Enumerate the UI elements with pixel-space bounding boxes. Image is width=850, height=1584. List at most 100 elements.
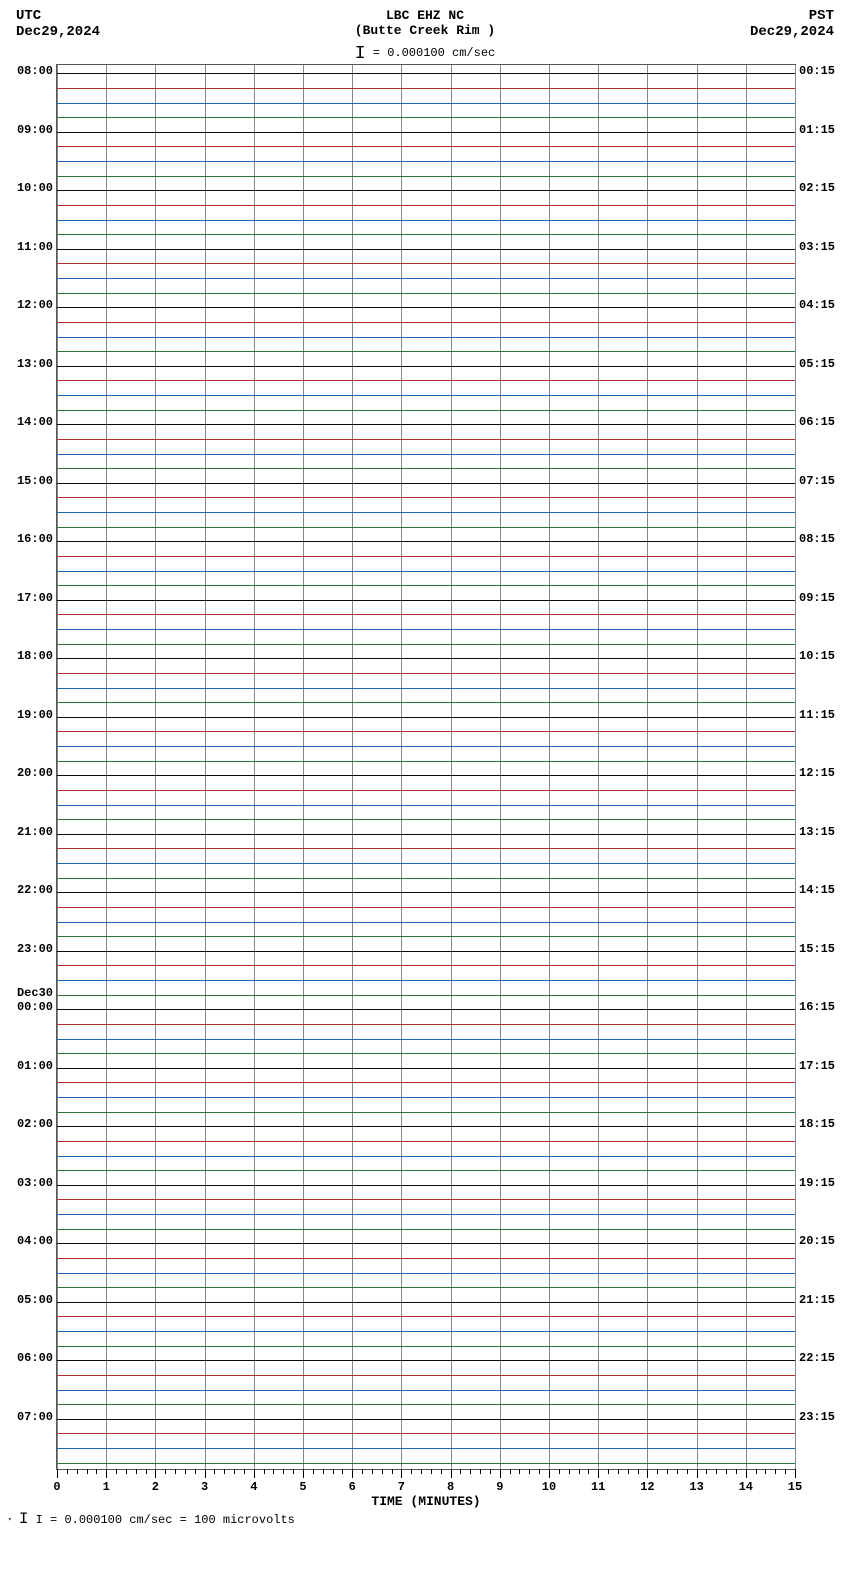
x-tick-minor — [579, 1469, 580, 1474]
utc-time-label: 07:00 — [17, 1410, 57, 1424]
x-tick-minor — [716, 1469, 717, 1474]
utc-time-label: 17:00 — [17, 591, 57, 605]
trace-row — [57, 1454, 795, 1469]
pst-time-label: 03:15 — [795, 240, 835, 254]
x-tick-minor — [283, 1469, 284, 1474]
x-tick-minor — [214, 1469, 215, 1474]
trace-row — [57, 650, 795, 665]
x-tick-label: 2 — [152, 1480, 159, 1494]
x-tick-label: 10 — [542, 1480, 556, 1494]
x-tick-minor — [421, 1469, 422, 1474]
trace-row — [57, 1045, 795, 1060]
x-tick-minor — [293, 1469, 294, 1474]
x-tick-minor — [687, 1469, 688, 1474]
x-tick-major — [401, 1469, 402, 1478]
trace-row — [57, 913, 795, 928]
pst-date: Dec29,2024 — [750, 24, 834, 40]
utc-time-label: 14:00 — [17, 415, 57, 429]
x-tick-minor — [382, 1469, 383, 1474]
trace-row — [57, 738, 795, 753]
x-tick-minor — [175, 1469, 176, 1474]
trace-row — [57, 928, 795, 943]
utc-time-label: 10:00 — [17, 181, 57, 195]
utc-time-label: 09:00 — [17, 123, 57, 137]
trace-row — [57, 1147, 795, 1162]
x-tick-major — [106, 1469, 107, 1478]
station-location: (Butte Creek Rim ) — [0, 23, 850, 38]
trace-row — [57, 1074, 795, 1089]
x-tick-minor — [244, 1469, 245, 1474]
x-tick-label: 11 — [591, 1480, 605, 1494]
trace-row — [57, 1016, 795, 1031]
x-tick-minor — [618, 1469, 619, 1474]
x-tick-minor — [569, 1469, 570, 1474]
x-tick-minor — [87, 1469, 88, 1474]
pst-time-label: 20:15 — [795, 1234, 835, 1248]
x-tick-major — [598, 1469, 599, 1478]
utc-time-label: Dec30 — [17, 986, 57, 1000]
x-tick-major — [155, 1469, 156, 1478]
x-tick-minor — [392, 1469, 393, 1474]
x-tick-minor — [480, 1469, 481, 1474]
x-tick-minor — [765, 1469, 766, 1474]
trace-row — [57, 475, 795, 490]
x-tick-label: 14 — [739, 1480, 753, 1494]
trace-row — [57, 1308, 795, 1323]
trace-row — [57, 1294, 795, 1309]
x-tick-minor — [342, 1469, 343, 1474]
trace-row — [57, 606, 795, 621]
utc-time-label: 12:00 — [17, 298, 57, 312]
x-tick-minor — [273, 1469, 274, 1474]
header-pst: PST Dec29,2024 — [750, 8, 834, 40]
x-tick-minor — [323, 1469, 324, 1474]
utc-time-label: 23:00 — [17, 942, 57, 956]
trace-row — [57, 943, 795, 958]
x-tick-minor — [785, 1469, 786, 1474]
x-tick-label: 1 — [103, 1480, 110, 1494]
trace-row — [57, 431, 795, 446]
trace-row — [57, 840, 795, 855]
x-tick-minor — [362, 1469, 363, 1474]
header-center: LBC EHZ NC (Butte Creek Rim ) — [0, 8, 850, 38]
x-tick-minor — [126, 1469, 127, 1474]
trace-row — [57, 1367, 795, 1382]
x-tick-label: 4 — [250, 1480, 257, 1494]
trace-row — [57, 358, 795, 373]
trace-row — [57, 1264, 795, 1279]
pst-time-label: 17:15 — [795, 1059, 835, 1073]
trace-row — [57, 1440, 795, 1455]
trace-row — [57, 1030, 795, 1045]
trace-row — [57, 1206, 795, 1221]
station-code: LBC EHZ NC — [0, 8, 850, 23]
x-tick-minor — [726, 1469, 727, 1474]
x-tick-minor — [411, 1469, 412, 1474]
pst-time-label: 23:15 — [795, 1410, 835, 1424]
x-tick-minor — [441, 1469, 442, 1474]
x-tick-minor — [146, 1469, 147, 1474]
x-tick-minor — [490, 1469, 491, 1474]
pst-time-label: 04:15 — [795, 298, 835, 312]
trace-row — [57, 694, 795, 709]
trace-row — [57, 796, 795, 811]
x-tick-minor — [313, 1469, 314, 1474]
x-tick-label: 15 — [788, 1480, 802, 1494]
trace-row — [57, 767, 795, 782]
trace-row — [57, 80, 795, 95]
x-tick-minor — [677, 1469, 678, 1474]
x-tick-minor — [460, 1469, 461, 1474]
trace-row — [57, 665, 795, 680]
x-tick-label: 12 — [640, 1480, 654, 1494]
pst-time-label: 08:15 — [795, 532, 835, 546]
x-tick-minor — [628, 1469, 629, 1474]
pst-time-label: 02:15 — [795, 181, 835, 195]
utc-time-label: 03:00 — [17, 1176, 57, 1190]
trace-row — [57, 197, 795, 212]
utc-time-label: 02:00 — [17, 1117, 57, 1131]
trace-row — [57, 1396, 795, 1411]
trace-row — [57, 241, 795, 256]
x-tick-minor — [510, 1469, 511, 1474]
trace-row — [57, 255, 795, 270]
x-tick-minor — [588, 1469, 589, 1474]
trace-row — [57, 1191, 795, 1206]
trace-row — [57, 314, 795, 329]
